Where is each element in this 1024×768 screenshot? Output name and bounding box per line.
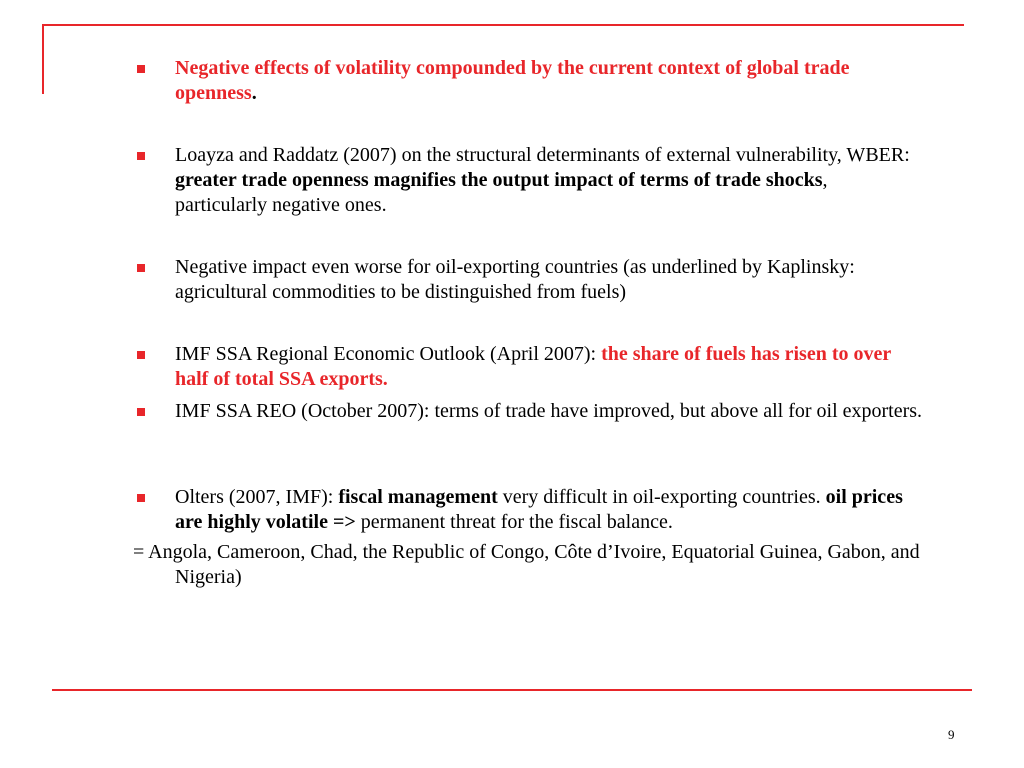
bullet-item-3: Negative impact even worse for oil-expor… [133, 255, 923, 305]
bullet-6-post: permanent threat for the fiscal balance. [355, 511, 673, 533]
bullet-2-post: , particularly negative ones. [175, 169, 828, 216]
bullet-item-1: Negative effects of volatility compounde… [133, 56, 923, 106]
bullet-item-2: Loayza and Raddatz (2007) on the structu… [133, 143, 923, 218]
country-list-note: = Angola, Cameroon, Chad, the Republic o… [133, 541, 920, 588]
bullet-3-text: Negative impact even worse for oil-expor… [175, 256, 855, 303]
bullet-item-5: IMF SSA REO (October 2007): terms of tra… [133, 399, 923, 424]
square-bullet-icon [137, 408, 145, 416]
left-border-line [42, 24, 44, 94]
bullet-6-bold-2: oil prices are highly volatile => [175, 486, 903, 533]
square-bullet-icon [137, 264, 145, 272]
square-bullet-icon [137, 351, 145, 359]
bullet-4-pre: IMF SSA Regional Economic Outlook (April… [175, 343, 602, 365]
bullet-6-pre: Olters (2007, IMF): [175, 486, 339, 508]
square-bullet-icon [137, 65, 145, 73]
square-bullet-icon [137, 494, 145, 502]
bullet-2-pre: Loayza and Raddatz (2007) on the structu… [175, 144, 910, 166]
bullet-1-red-text: Negative effects of volatility compounde… [175, 57, 850, 104]
bullet-item-6: Olters (2007, IMF): fiscal management ve… [133, 485, 923, 535]
slide-content: Negative effects of volatility compounde… [133, 56, 923, 590]
top-border-line [43, 24, 964, 26]
bullet-4-red-bold: the share of fuels has risen to over hal… [175, 343, 891, 390]
bullet-1-period: . [251, 82, 257, 104]
bullet-5-text: IMF SSA REO (October 2007): terms of tra… [175, 400, 923, 422]
page-number: 9 [948, 727, 955, 742]
bullet-2-bold: greater trade openness magnifies the out… [175, 169, 823, 191]
square-bullet-icon [137, 152, 145, 160]
bullet-6-mid: very difficult in oil-exporting countrie… [497, 486, 826, 508]
bullet-6-bold-1: fiscal management [338, 486, 498, 508]
bottom-border-line [52, 689, 972, 691]
bullet-item-4: IMF SSA Regional Economic Outlook (April… [133, 342, 923, 392]
